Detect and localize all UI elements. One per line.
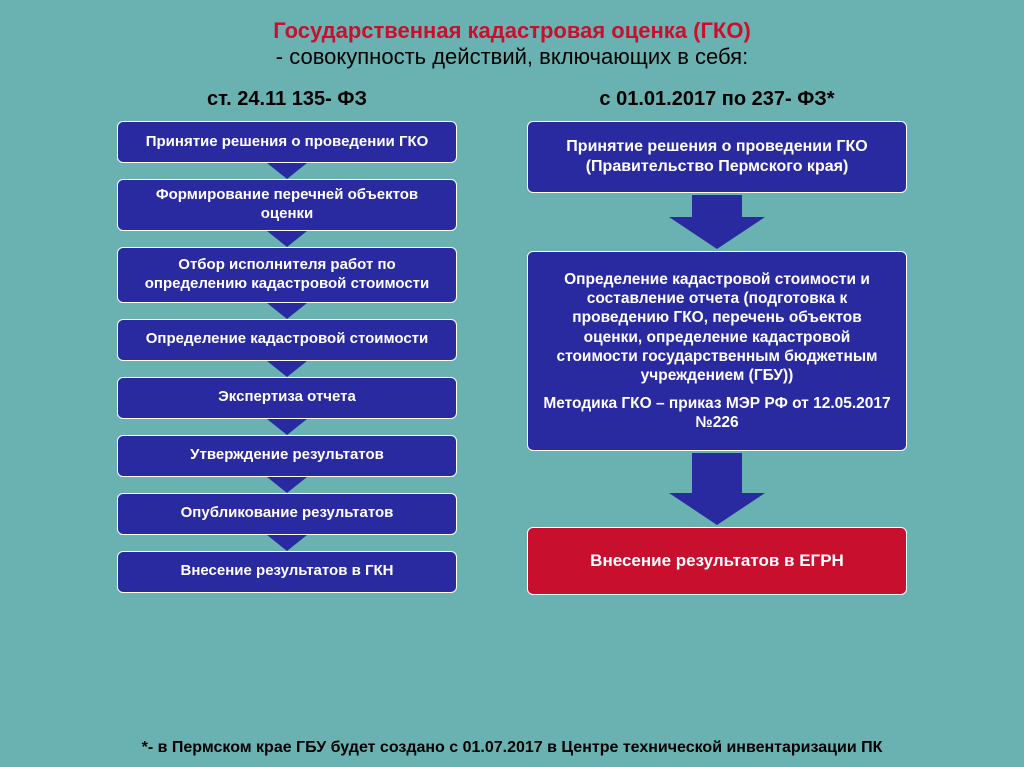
chevron-down-icon [267,477,307,493]
right-box-1: Принятие решения о проведении ГКО (Прави… [527,121,907,193]
chevron-down-icon [267,163,307,179]
left-box-4: Определение кадастровой стоимости [117,319,457,361]
right-column: с 01.01.2017 по 237- ФЗ* Принятие решени… [527,88,907,733]
left-heading: ст. 24.11 135- ФЗ [207,88,367,111]
chevron-down-icon [267,419,307,435]
left-box-5: Экспертиза отчета [117,377,457,419]
footnote: *- в Пермском крае ГБУ будет создано с 0… [40,739,984,757]
right-box-2-main: Определение кадастровой стоимости и сост… [542,270,892,386]
left-box-1: Принятие решения о проведении ГКО [117,121,457,163]
columns: ст. 24.11 135- ФЗ Принятие решения о про… [40,88,984,733]
arrow-stem [692,195,742,217]
left-column: ст. 24.11 135- ФЗ Принятие решения о про… [117,88,457,733]
title-block: Государственная кадастровая оценка (ГКО)… [40,18,984,70]
title-sub: - совокупность действий, включающих в се… [40,44,984,70]
right-box-3: Внесение результатов в ЕГРН [527,527,907,595]
left-box-7: Опубликование результатов [117,493,457,535]
left-box-2: Формирование перечней объектов оценки [117,179,457,231]
arrow-stem [692,453,742,493]
chevron-down-icon [267,361,307,377]
arrow-head [669,217,765,249]
big-arrow-down-icon [669,453,765,525]
left-box-3: Отбор исполнителя работ по определению к… [117,247,457,303]
arrow-head [669,493,765,525]
left-box-6: Утверждение результатов [117,435,457,477]
right-box-2-sub: Методика ГКО – приказ МЭР РФ от 12.05.20… [542,394,892,433]
chevron-down-icon [267,303,307,319]
left-box-8: Внесение результатов в ГКН [117,551,457,593]
big-arrow-down-icon [669,195,765,249]
right-heading: с 01.01.2017 по 237- ФЗ* [599,88,834,111]
chevron-down-icon [267,535,307,551]
right-box-2: Определение кадастровой стоимости и сост… [527,251,907,451]
slide: Государственная кадастровая оценка (ГКО)… [0,0,1024,767]
title-main: Государственная кадастровая оценка (ГКО) [40,18,984,44]
chevron-down-icon [267,231,307,247]
